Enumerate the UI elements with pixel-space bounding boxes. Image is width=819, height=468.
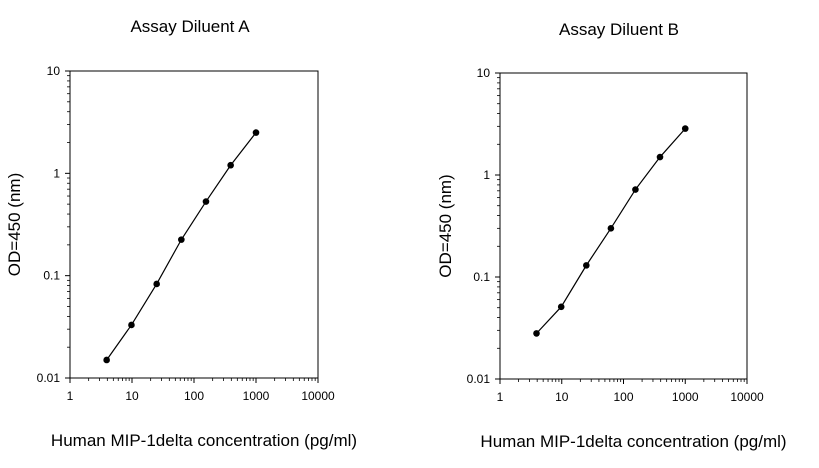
x-axis-label: Human MIP-1delta concentration (pg/ml) <box>480 432 786 451</box>
x-tick-label: 10000 <box>730 390 764 404</box>
data-point <box>583 262 590 269</box>
x-tick-label: 10 <box>555 390 569 404</box>
data-point <box>557 303 565 311</box>
x-tick-label: 1000 <box>672 390 699 404</box>
x-tick-label: 1 <box>67 389 74 403</box>
data-point <box>681 125 689 132</box>
data-point <box>202 198 210 205</box>
x-tick-label: 100 <box>184 389 204 403</box>
x-tick-label: 10000 <box>301 389 335 403</box>
y-axis-label: OD=450 (nm) <box>436 174 455 277</box>
data-point <box>607 225 615 232</box>
y-tick-label: 0.1 <box>473 270 490 284</box>
chart-title: Assay Diluent B <box>559 20 679 39</box>
data-point <box>632 186 639 193</box>
chart-panel-2: Assay Diluent B 1 10 100 1000 10000 0.01 0.1 1 10… <box>436 20 787 451</box>
data-point <box>103 356 110 364</box>
x-tick-label: 1000 <box>243 389 270 403</box>
data-point <box>533 330 540 337</box>
y-tick-label: 0.01 <box>467 372 491 386</box>
data-point <box>656 153 664 161</box>
x-tick-label: 10 <box>125 389 139 403</box>
y-tick-label: 10 <box>47 64 61 78</box>
data-point <box>178 236 185 243</box>
y-tick-label: 1 <box>53 166 60 180</box>
y-tick-label: 0.01 <box>37 371 61 385</box>
chart-title: Assay Diluent A <box>130 17 250 36</box>
y-tick-label: 0.1 <box>43 269 60 283</box>
data-point <box>227 161 234 169</box>
data-point <box>128 321 135 329</box>
x-tick-label: 1 <box>497 390 504 404</box>
chart-panel-1: Assay Diluent A 1 10 100 1000 10000 0.01 0.1 1 10… <box>5 17 357 450</box>
y-tick-label: 10 <box>477 66 491 80</box>
y-axis-label: OD=450 (nm) <box>5 173 24 276</box>
data-point <box>252 129 260 136</box>
plot-frame <box>69 70 319 379</box>
x-axis-label: Human MIP-1delta concentration (pg/ml) <box>51 431 357 450</box>
x-tick-label: 100 <box>613 390 633 404</box>
y-tick-label: 1 <box>483 168 490 182</box>
data-point <box>153 280 160 288</box>
